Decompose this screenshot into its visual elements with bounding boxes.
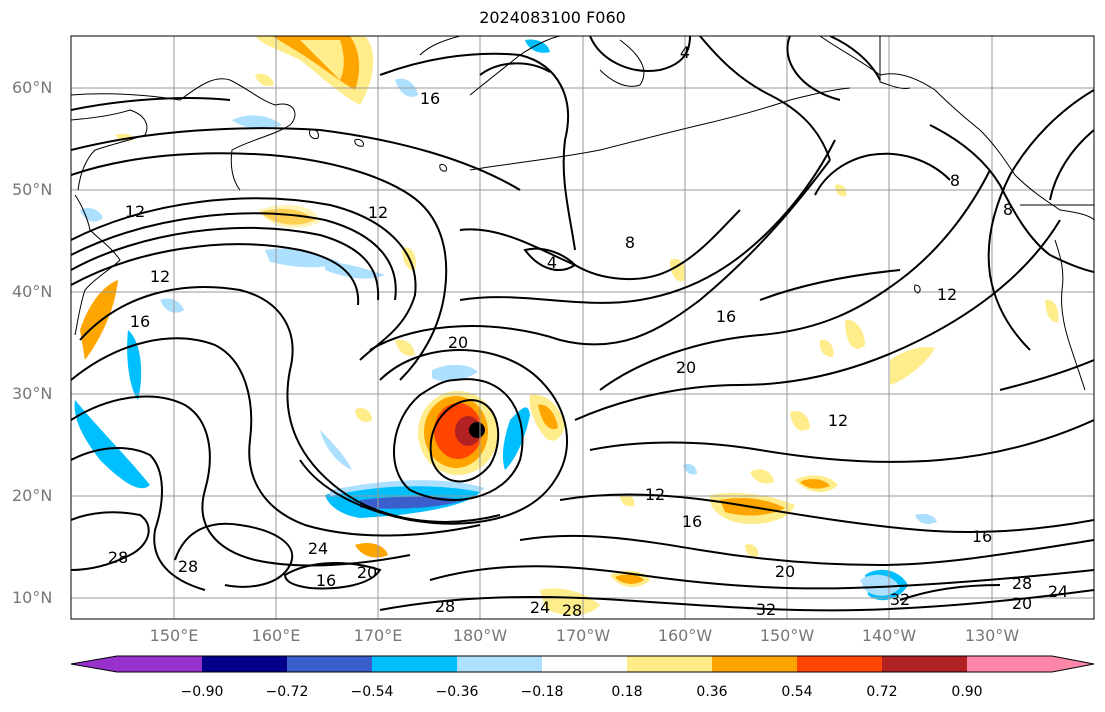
- colorbar: [70, 655, 1095, 673]
- contour-label: 24: [308, 539, 328, 558]
- colorbar-extend-high: [1052, 656, 1094, 672]
- latitude-label: 40°N: [12, 282, 53, 301]
- longitude-label: 130°W: [964, 626, 1020, 645]
- map-frame: [70, 35, 1095, 620]
- contour-lines: [71, 36, 1094, 612]
- colorbar-tick-label: −0.90: [180, 684, 224, 700]
- colorbar-bin: [882, 656, 967, 672]
- contour-label: 16: [316, 571, 336, 590]
- colorbar-tick-label: −0.72: [265, 684, 309, 700]
- latitude-label: 60°N: [12, 78, 53, 97]
- longitude-label: 140°W: [861, 626, 917, 645]
- longitude-label: 150°E: [149, 626, 199, 645]
- contour-label: 32: [756, 600, 776, 619]
- contour-label: 8: [625, 233, 635, 252]
- colorbar-tick-label: 0.18: [611, 684, 643, 700]
- colorbar-bin: [287, 656, 372, 672]
- colorbar-tick-label: 0.90: [951, 684, 983, 700]
- colorbar-bin: [627, 656, 712, 672]
- latitude-label: 50°N: [12, 180, 53, 199]
- colorbar-bin: [797, 656, 882, 672]
- colorbar-tick-label: 0.54: [781, 684, 813, 700]
- longitude-label: 170°E: [353, 626, 403, 645]
- contour-label: 24: [530, 598, 550, 617]
- contour-label: 16: [682, 512, 702, 531]
- colorbar-bin: [202, 656, 287, 672]
- contour-label: 12: [368, 203, 388, 222]
- colorbar-bin: [117, 656, 202, 672]
- contour-label: 16: [972, 527, 992, 546]
- longitude-label: 170°W: [555, 626, 611, 645]
- contour-label: 4: [680, 43, 690, 62]
- map-title: 2024083100 F060: [479, 8, 626, 27]
- colorbar-bin: [542, 656, 627, 672]
- contour-label: 32: [890, 590, 910, 609]
- contour-label: 12: [937, 285, 957, 304]
- longitude-label: 160°W: [657, 626, 713, 645]
- contour-label: 20: [1012, 594, 1032, 613]
- colorbar-tick-label: −0.54: [350, 684, 394, 700]
- contour-label: 24: [1048, 582, 1068, 601]
- contour-label: 20: [676, 358, 696, 377]
- storm-center-marker: [469, 422, 485, 438]
- colorbar-bin: [372, 656, 457, 672]
- contour-label: 20: [357, 563, 377, 582]
- colorbar-tick-label: 0.72: [866, 684, 898, 700]
- contour-label: 16: [716, 307, 736, 326]
- colorbar-bin: [457, 656, 542, 672]
- colorbar-tick-label: −0.36: [435, 684, 479, 700]
- contour-label: 12: [150, 267, 170, 286]
- contour-label: 28: [1012, 574, 1032, 593]
- contour-label: 28: [108, 548, 128, 567]
- contour-label: 16: [130, 312, 150, 331]
- contour-label: 12: [125, 202, 145, 221]
- contour-label: 8: [1003, 200, 1013, 219]
- contour-label: 4: [547, 253, 557, 272]
- contour-label: 28: [562, 601, 582, 620]
- contour-label-group: 16 12 12 4 8 8 8 12 16 20 20 16 12 12 12…: [108, 43, 1068, 620]
- colorbar-outline: [70, 655, 1095, 673]
- colorbar-tick-label: 0.36: [696, 684, 728, 700]
- contour-label: 20: [775, 562, 795, 581]
- latitude-label: 30°N: [12, 384, 53, 403]
- contour-label: 28: [435, 597, 455, 616]
- longitude-label: 160°E: [251, 626, 301, 645]
- colorbar-tick-label: −0.18: [520, 684, 564, 700]
- longitude-label: 150°W: [759, 626, 815, 645]
- latitude-label: 10°N: [12, 588, 53, 607]
- latitude-label: 20°N: [12, 486, 53, 505]
- contour-label: 20: [448, 333, 468, 352]
- contour-label: 28: [178, 557, 198, 576]
- longitude-label: 180°W: [452, 626, 508, 645]
- colorbar-extend-low: [71, 656, 117, 672]
- contour-label: 16: [420, 89, 440, 108]
- contour-label: 12: [645, 485, 665, 504]
- colorbar-bin: [967, 656, 1052, 672]
- contour-label: 8: [950, 171, 960, 190]
- contour-label: 12: [828, 411, 848, 430]
- colorbar-bin: [712, 656, 797, 672]
